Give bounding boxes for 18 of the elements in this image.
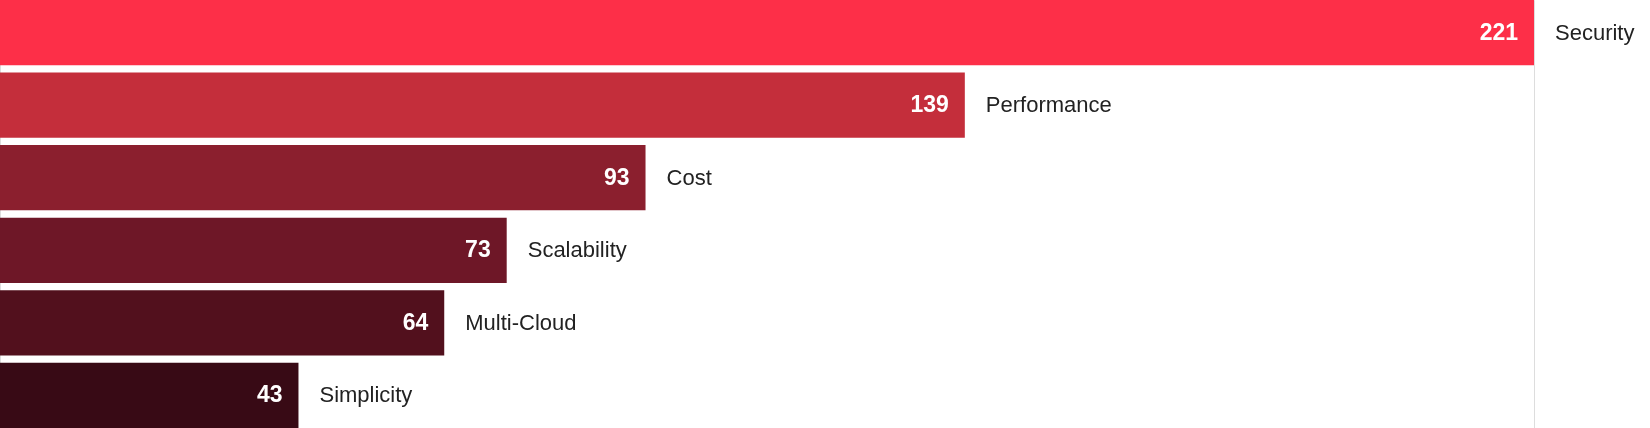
y-tick-label: Performance — [985, 92, 1112, 118]
data-label: 93 — [603, 163, 630, 190]
bar — [0, 290, 445, 356]
bar — [0, 0, 1534, 66]
bar — [0, 72, 965, 138]
y-tick-label: Multi-Cloud — [465, 309, 577, 335]
bar — [0, 217, 507, 283]
bar — [0, 362, 299, 428]
data-label: 43 — [256, 381, 283, 408]
y-tick-label: Cost — [666, 164, 712, 190]
data-label: 221 — [1479, 18, 1519, 45]
data-label: 73 — [465, 236, 491, 263]
data-label: 64 — [402, 308, 429, 335]
y-tick-label: Scalability — [527, 237, 627, 263]
y-tick-label: Simplicity — [319, 382, 413, 408]
data-label: 139 — [910, 91, 949, 118]
bar — [0, 145, 646, 211]
y-tick-label: Security — [1555, 19, 1635, 45]
